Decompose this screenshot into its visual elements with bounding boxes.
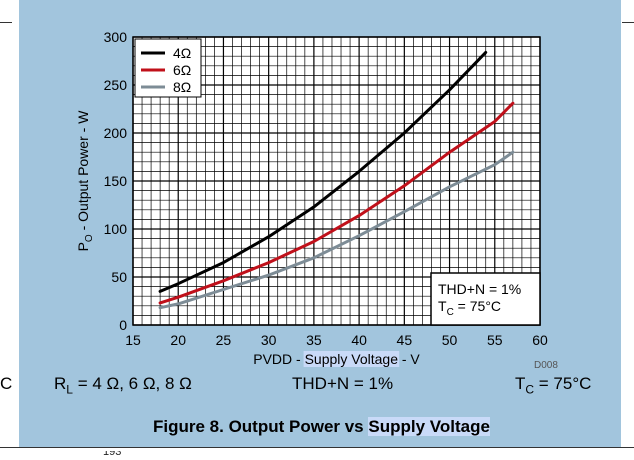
y-tick-label: 0 xyxy=(119,317,127,333)
annotation-thd: THD+N = 1% xyxy=(438,281,521,297)
test-conditions: RL = 4 Ω, 6 Ω, 8 Ω THD+N = 1% TC = 75°C xyxy=(0,374,634,404)
series-line-0 xyxy=(158,50,488,293)
figure-code: D008 xyxy=(534,360,558,371)
conditions-annotation: THD+N = 1% TC = 75°C xyxy=(430,272,541,326)
x-tick-label: 35 xyxy=(306,332,322,348)
annotation-tc: TC = 75°C xyxy=(438,298,501,318)
legend-label-1: 6Ω xyxy=(173,62,191,78)
load-resistance-note: RL = 4 Ω, 6 Ω, 8 Ω xyxy=(54,374,192,397)
clipped-bottom-text: 193 xyxy=(103,451,122,458)
y-axis-label: PO - Output Power - W xyxy=(75,110,95,252)
legend-label-2: 8Ω xyxy=(173,79,191,95)
page-rule-top-right xyxy=(622,22,634,23)
page-rule-top-left xyxy=(0,22,12,23)
x-tick-label: 60 xyxy=(532,332,548,348)
caption-highlight: Supply Voltage xyxy=(368,417,490,436)
series-line-2 xyxy=(158,150,515,310)
series-line-1 xyxy=(158,101,515,305)
plot-frame xyxy=(132,36,541,326)
x-tick-label: 50 xyxy=(442,332,458,348)
y-tick-label: 300 xyxy=(104,29,128,45)
x-tick-label: 15 xyxy=(125,332,141,348)
x-label-part-1: Supply Voltage xyxy=(305,351,399,367)
x-label-part-2: - V xyxy=(398,351,420,367)
x-axis-label: PVDD - Supply Voltage - V xyxy=(253,351,420,367)
temperature-note: TC = 75°C xyxy=(515,374,592,397)
x-tick-label: 25 xyxy=(216,332,232,348)
x-axis-ticks: 15 20 25 30 35 40 45 50 55 60 xyxy=(125,332,548,348)
figure-caption: Figure 8. Output Power vs Supply Voltage xyxy=(153,417,490,436)
x-label-part-0: PVDD - xyxy=(253,351,304,367)
y-tick-label: 200 xyxy=(104,125,128,141)
x-label-highlight xyxy=(303,351,400,367)
series-layer xyxy=(158,50,515,310)
y-tick-label: 50 xyxy=(111,269,127,285)
x-tick-label: 55 xyxy=(487,332,503,348)
axis-lines xyxy=(132,36,541,326)
page-rule-bottom xyxy=(0,447,634,448)
thd-note: THD+N = 1% xyxy=(292,374,394,393)
clipped-left-text: C xyxy=(0,374,13,393)
legend-label-0: 4Ω xyxy=(173,45,191,61)
y-tick-label: 250 xyxy=(104,77,128,93)
x-tick-label: 45 xyxy=(397,332,413,348)
x-tick-label: 30 xyxy=(261,332,277,348)
y-axis-ticks: 0 50 100 150 200 250 300 xyxy=(104,29,128,333)
x-tick-label: 20 xyxy=(170,332,186,348)
conditions-box xyxy=(430,272,541,326)
y-tick-label: 100 xyxy=(104,221,128,237)
y-tick-label: 150 xyxy=(104,173,128,189)
x-tick-label: 40 xyxy=(351,332,367,348)
